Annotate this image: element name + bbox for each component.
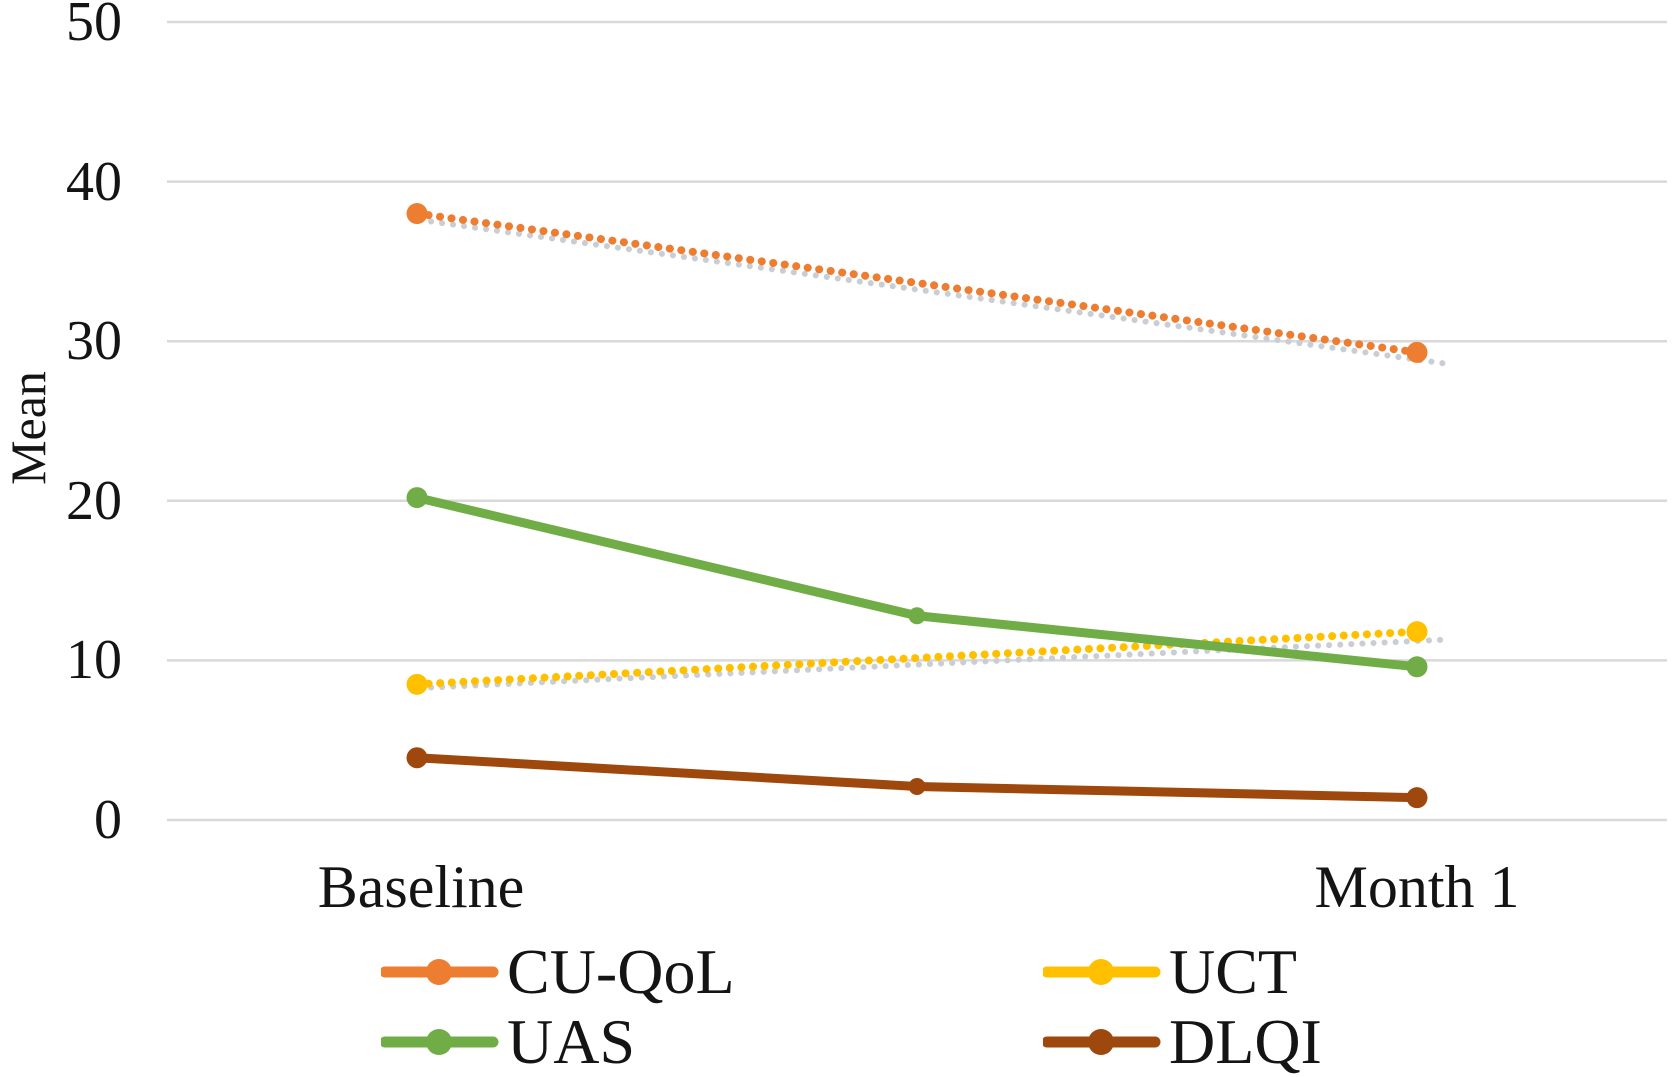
legend-swatch-line-icon: [381, 1029, 499, 1055]
legend-item-uas: UAS: [381, 1009, 635, 1075]
series-line-uct: [413, 627, 1421, 689]
data-point-cu-qol-Month 1: [1406, 341, 1428, 363]
legend-swatch-line-icon: [1043, 959, 1161, 985]
data-point-cu-qol-Baseline: [406, 203, 428, 225]
data-point-uct-Month 1: [1406, 621, 1428, 643]
data-point-dlqi-mid: [908, 777, 926, 795]
data-point-uct-Baseline: [406, 673, 428, 695]
data-point-dlqi-Month 1: [1406, 787, 1428, 809]
series-line-cu-qol: [413, 209, 1421, 357]
legend-swatch-line-icon: [1043, 1029, 1161, 1055]
legend-label: DLQI: [1169, 1006, 1322, 1077]
y-tick-label-30: 30: [66, 310, 122, 373]
legend-item-uct: UCT: [1043, 939, 1297, 1005]
legend-item-dlqi: DLQI: [1043, 1009, 1322, 1075]
trendline-cu-qol: [428, 218, 1448, 367]
legend-swatch-line-icon: [381, 959, 499, 985]
trendline-uct: [428, 636, 1448, 691]
y-tick-label-40: 40: [66, 150, 122, 213]
data-point-uas-Baseline: [406, 487, 428, 509]
legend-label: UCT: [1169, 936, 1297, 1007]
y-tick-label-20: 20: [66, 469, 122, 532]
x-axis-label-month1: Month 1: [1314, 854, 1520, 920]
data-point-uas-Month 1: [1406, 656, 1428, 678]
y-tick-label-0: 0: [94, 789, 122, 851]
y-tick-label-50: 50: [66, 0, 122, 53]
series-line-uas: [412, 493, 1422, 672]
data-point-uas-mid: [908, 607, 926, 625]
data-point-dlqi-Baseline: [406, 747, 428, 769]
x-axis-label-baseline: Baseline: [317, 854, 525, 920]
legend-item-cu-qol: CU-QoL: [381, 939, 735, 1005]
legend-label: UAS: [507, 1006, 636, 1077]
y-tick-label-10: 10: [66, 629, 122, 692]
legend-label: CU-QoL: [507, 936, 735, 1007]
